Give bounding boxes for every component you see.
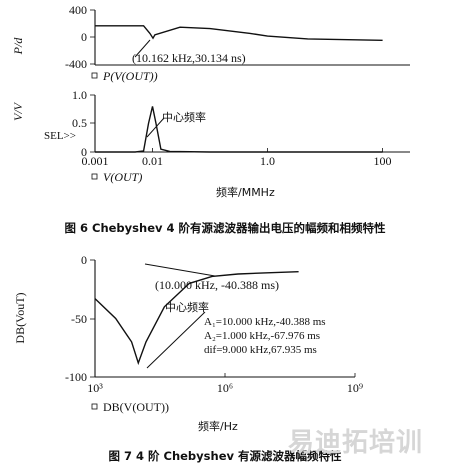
fig7-legend: DB(V(OUT)) xyxy=(103,400,169,414)
fig7-xtick-label-0: 10³ xyxy=(87,381,103,395)
figure-6-chart: 400 0 -400 P/d (10.162 kHz,30.134 ns) P(… xyxy=(11,3,410,199)
figure-6-caption: 图 6 Chebyshev 4 阶有源滤波器输出电压的幅频和相频特性 xyxy=(64,221,386,235)
phase-legend: P(V(OUT)) xyxy=(102,69,158,83)
phase-ytick-minus400: -400 xyxy=(65,57,87,71)
fig7-cursor-label: (10.000 kHz, -40.388 ms) xyxy=(155,278,279,292)
phase-plot: 400 0 -400 P/d (10.162 kHz,30.134 ns) P(… xyxy=(11,3,410,83)
mag-xtick-label-3: 100 xyxy=(374,154,392,168)
fig7-ylabel: DB(VouT) xyxy=(13,292,27,343)
fig7-annotation: 中心频率 xyxy=(165,300,209,314)
fig7-readout-a2: A₂=1.000 kHz,-67.976 ms xyxy=(204,330,320,342)
mag-xlabel: 频率/MMHz xyxy=(216,185,275,199)
fig7-readout-a1: A₁=10.000 kHz,-40.388 ms xyxy=(204,316,326,328)
phase-ylabel: P/d xyxy=(11,37,25,56)
mag-xticks: 0.001 0.01 1.0 100 xyxy=(82,148,392,168)
watermark-text: 易迪拓培训 xyxy=(288,428,424,458)
figure-7-caption: 图 7 4 阶 Chebyshev 有源滤波器幅频特性 xyxy=(108,449,342,463)
mag-xtick-label-0: 0.001 xyxy=(82,154,109,168)
fig7-cursor-pointer xyxy=(144,263,216,277)
fig7-ytick-0: 0 xyxy=(81,253,87,267)
phase-legend-marker xyxy=(91,72,98,79)
fig7-xtick-label-2: 10⁹ xyxy=(347,381,363,395)
mag-ytick-05: 0.5 xyxy=(72,116,87,130)
fig7-ytick-minus100: -100 xyxy=(65,370,87,384)
mag-ylabel: V/V xyxy=(11,101,25,121)
figure-7-chart: 0 -50 -100 DB(VouT) (10.000 kHz, -40.388… xyxy=(13,253,363,433)
magnitude-series-line xyxy=(95,106,383,153)
fig7-xtick-label-1: 10⁶ xyxy=(217,381,233,395)
phase-ytick-400: 400 xyxy=(69,3,87,17)
magnitude-plot: 1.0 0.5 0 V/V SEL>> 中心频率 0.001 0.01 1.0 100… xyxy=(11,88,410,199)
phase-cursor-label: (10.162 kHz,30.134 ns) xyxy=(132,51,246,65)
fig7-xticks: 10³ 10⁶ 10⁹ xyxy=(87,373,363,395)
phase-cursor-pointer xyxy=(134,39,151,58)
mag-annotation-pointer xyxy=(146,117,165,138)
watermark: 易迪拓培训 xyxy=(288,422,448,468)
mag-annotation: 中心频率 xyxy=(162,110,206,124)
fig7-legend-marker xyxy=(91,403,98,410)
mag-legend-marker xyxy=(91,173,98,180)
fig7-annotation-pointer xyxy=(146,311,206,369)
sel-label: SEL>> xyxy=(44,130,76,142)
phase-ytick-0: 0 xyxy=(81,30,87,44)
mag-legend: V(OUT) xyxy=(103,170,142,184)
phase-series-line xyxy=(95,25,383,41)
mag-ytick-1: 1.0 xyxy=(72,88,87,102)
mag-ytick-0: 0 xyxy=(81,145,87,159)
fig7-readout-dif: dif=9.000 kHz,67.935 ms xyxy=(204,344,317,356)
mag-xtick-label-1: 0.01 xyxy=(142,154,163,168)
fig7-xlabel: 频率/Hz xyxy=(198,419,238,433)
fig7-series-line xyxy=(94,271,299,366)
mag-xtick-label-2: 1.0 xyxy=(260,154,275,168)
fig7-ytick-minus50: -50 xyxy=(71,312,87,326)
